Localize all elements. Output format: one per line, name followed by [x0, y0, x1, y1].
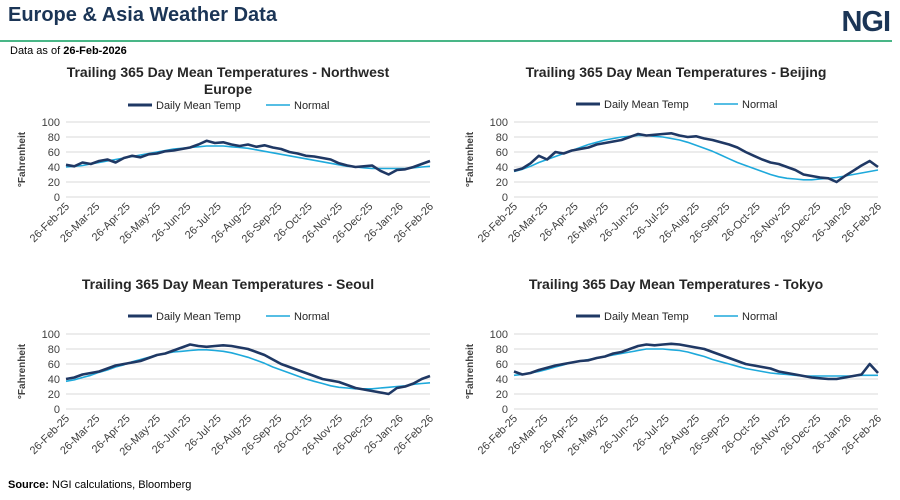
chart-svg: Trailing 365 Day Mean Temperatures - Tok… [465, 276, 884, 458]
chart-title: Trailing 365 Day Mean Temperatures - Nor… [67, 64, 390, 97]
series-line-normal [65, 349, 431, 390]
chart-northwest-europe: Trailing 365 Day Mean Temperatures - Nor… [0, 56, 445, 281]
series-line-daily-mean-temp [513, 342, 879, 381]
legend-label: Daily Mean Temp [604, 311, 689, 323]
y-tick-label: 60 [496, 359, 508, 371]
y-tick-label: 60 [48, 359, 60, 371]
y-tick-label: 100 [490, 329, 508, 341]
source-text: NGI calculations, Bloomberg [52, 479, 192, 491]
series-line-daily-mean-temp [65, 139, 431, 176]
source-note: Source: NGI calculations, Bloomberg [8, 479, 191, 491]
legend-label: Normal [742, 99, 777, 111]
series-line-normal [65, 145, 431, 170]
chart-svg: Trailing 365 Day Mean Temperatures - Seo… [17, 276, 436, 458]
chart-tokyo: Trailing 365 Day Mean Temperatures - Tok… [448, 268, 893, 493]
chart-title: Trailing 365 Day Mean Temperatures - Tok… [529, 276, 823, 292]
y-tick-label: 0 [54, 404, 60, 416]
y-tick-label: 0 [502, 404, 508, 416]
data-as-of: Data as of 26-Feb-2026 [10, 45, 127, 57]
y-tick-label: 20 [48, 389, 60, 401]
chart-title: Trailing 365 Day Mean Temperatures - Bei… [526, 64, 827, 80]
chart-legend: Daily Mean Temp Normal [576, 99, 777, 111]
y-tick-label: 60 [496, 147, 508, 159]
y-tick-label: 80 [496, 344, 508, 356]
title-divider [0, 40, 892, 42]
y-tick-label: 60 [48, 147, 60, 159]
y-tick-label: 40 [48, 374, 60, 386]
y-tick-label: 100 [42, 329, 60, 341]
y-tick-label: 20 [48, 177, 60, 189]
y-tick-label: 40 [48, 162, 60, 174]
legend-label: Normal [742, 311, 777, 323]
series-line-normal [513, 134, 879, 181]
ngi-logo: NGI [841, 6, 891, 38]
y-tick-label: 20 [496, 389, 508, 401]
chart-legend: Daily Mean Temp Normal [576, 311, 777, 323]
y-tick-label: 80 [48, 344, 60, 356]
legend-label: Daily Mean Temp [156, 311, 241, 323]
series-line-daily-mean-temp [65, 343, 431, 396]
y-tick-label: 0 [502, 192, 508, 204]
chart-legend: Daily Mean Temp Normal [128, 100, 329, 112]
y-tick-label: 0 [54, 192, 60, 204]
y-axis-label: °Fahrenheit [17, 343, 28, 399]
data-as-of-date: 26-Feb-2026 [63, 45, 127, 57]
chart-svg: Trailing 365 Day Mean Temperatures - Nor… [17, 64, 436, 246]
legend-label: Daily Mean Temp [604, 99, 689, 111]
y-tick-label: 40 [496, 162, 508, 174]
y-tick-label: 20 [496, 177, 508, 189]
y-tick-label: 100 [42, 117, 60, 129]
y-axis-label: °Fahrenheit [17, 131, 28, 187]
legend-label: Daily Mean Temp [156, 100, 241, 112]
chart-seoul: Trailing 365 Day Mean Temperatures - Seo… [0, 268, 445, 493]
y-axis-label: °Fahrenheit [465, 343, 476, 399]
legend-label: Normal [294, 100, 329, 112]
chart-svg: Trailing 365 Day Mean Temperatures - Bei… [465, 64, 884, 246]
source-label: Source: [8, 479, 49, 491]
legend-label: Normal [294, 311, 329, 323]
page-title: Europe & Asia Weather Data [8, 4, 277, 26]
y-axis-label: °Fahrenheit [465, 131, 476, 187]
chart-title: Trailing 365 Day Mean Temperatures - Seo… [82, 276, 374, 292]
y-tick-label: 100 [490, 117, 508, 129]
series-line-daily-mean-temp [513, 132, 879, 184]
data-as-of-label: Data as of [10, 45, 61, 57]
chart-beijing: Trailing 365 Day Mean Temperatures - Bei… [448, 56, 893, 281]
chart-legend: Daily Mean Temp Normal [128, 311, 329, 323]
y-tick-label: 80 [48, 132, 60, 144]
y-tick-label: 80 [496, 132, 508, 144]
y-tick-label: 40 [496, 374, 508, 386]
